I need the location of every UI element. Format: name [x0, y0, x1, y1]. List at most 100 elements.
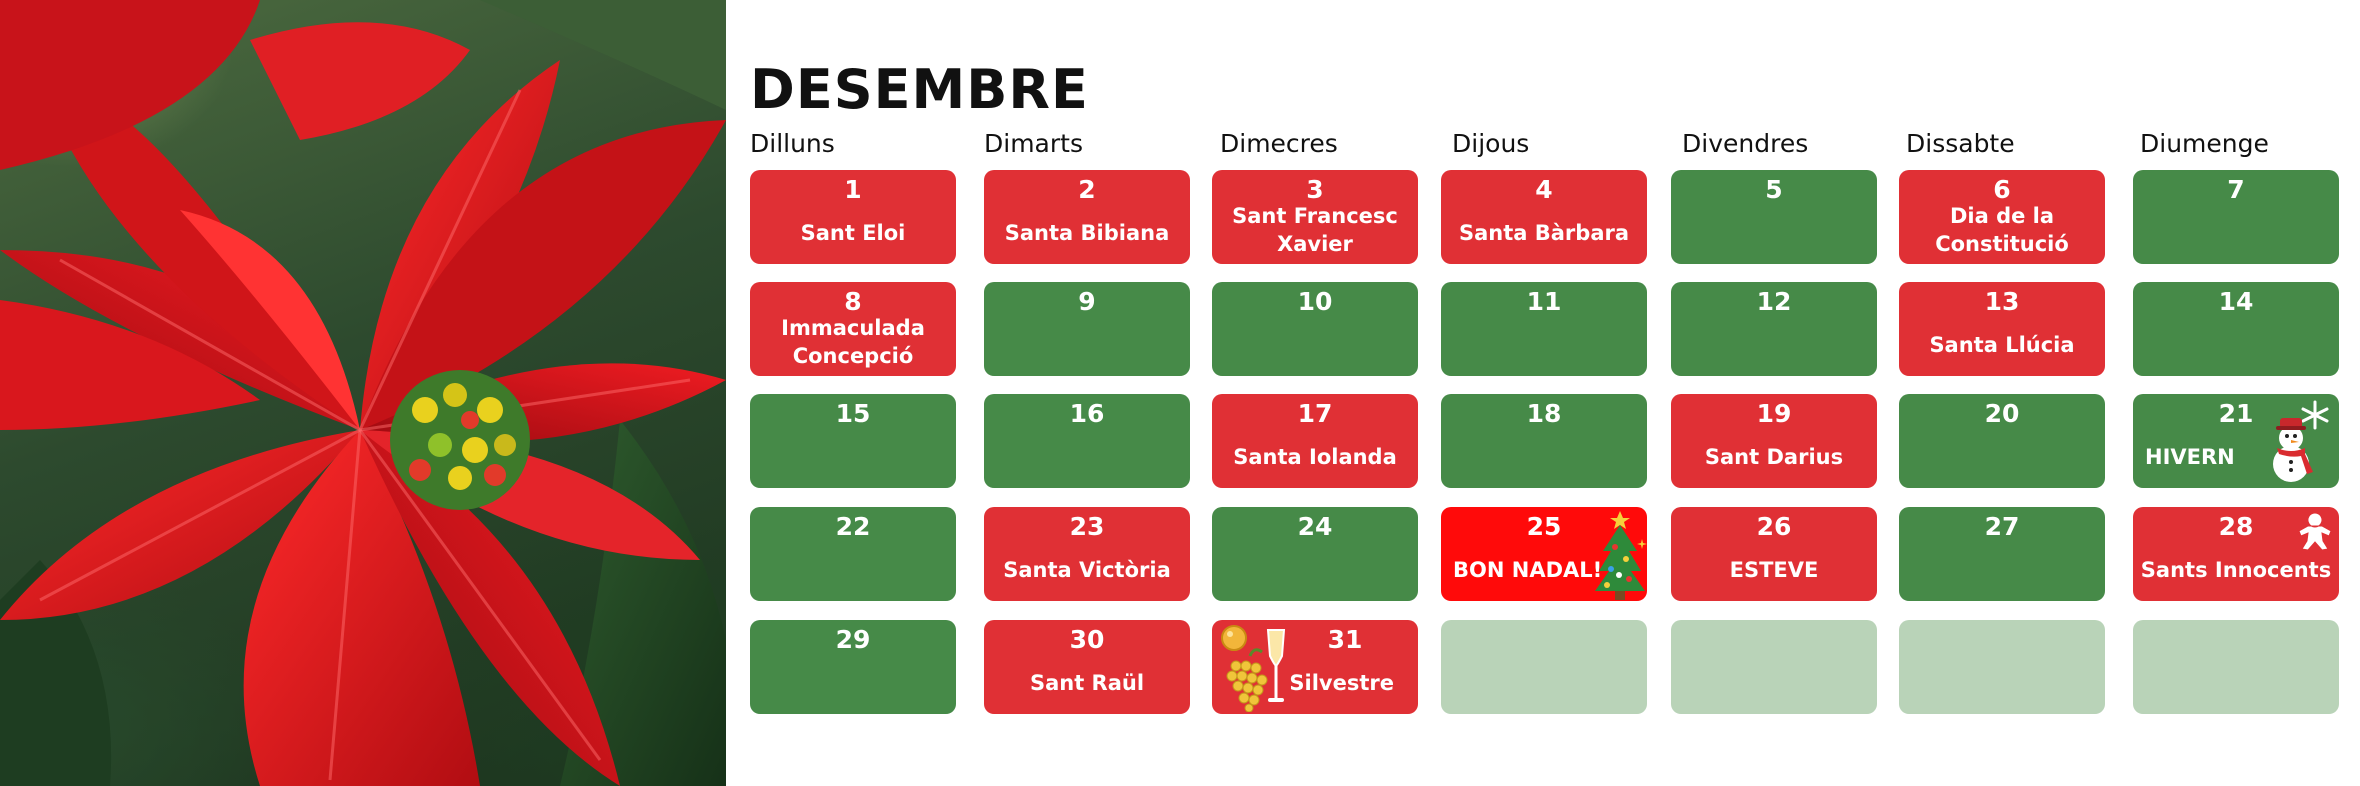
day-label — [2137, 318, 2335, 372]
day-label: Santa Llúcia — [1929, 333, 2075, 357]
day-cell[interactable]: 8 Immaculada Concepció — [750, 282, 956, 376]
day-label: Sant Darius — [1704, 445, 1844, 469]
day-cell[interactable]: 30 Sant Raül — [984, 620, 1190, 714]
day-number: 18 — [1526, 399, 1562, 428]
day-number: 28 — [2218, 512, 2254, 541]
day-label — [1445, 318, 1643, 372]
christmas-tree-icon — [1595, 511, 1647, 600]
poinsettia-photo — [0, 0, 726, 786]
champagne-grapes-icon — [1221, 625, 1286, 712]
day-number: 14 — [2218, 287, 2254, 316]
day-cell[interactable]: 21 HIVERN — [2133, 394, 2339, 488]
day-number: 20 — [1984, 399, 2020, 428]
day-number: 19 — [1756, 399, 1792, 428]
day-number: 21 — [2218, 399, 2254, 428]
day-cell[interactable]: 31 Silvestre — [1212, 620, 1418, 714]
day-number: 7 — [2227, 175, 2245, 204]
month-title: DESEMBRE — [750, 58, 1089, 121]
weekday-label: Diumenge — [2140, 129, 2269, 158]
day-cell[interactable]: 19 Sant Darius — [1671, 394, 1877, 488]
weekday-label: Dimarts — [984, 129, 1083, 158]
empty-day-cell — [2133, 620, 2339, 714]
day-number: 23 — [1069, 512, 1105, 541]
day-cell[interactable]: 20 — [1899, 394, 2105, 488]
day-number: 30 — [1069, 625, 1105, 654]
day-label: Sant Francesc Xavier — [1232, 204, 1398, 256]
weekday-label: Dilluns — [750, 129, 835, 158]
day-cell[interactable]: 2 Santa Bibiana — [984, 170, 1190, 264]
day-cell[interactable]: 3 Sant Francesc Xavier — [1212, 170, 1418, 264]
weekday-label: Dimecres — [1220, 129, 1338, 158]
day-cell[interactable]: 10 — [1212, 282, 1418, 376]
day-cell[interactable]: 16 — [984, 394, 1190, 488]
day-number: 22 — [835, 512, 871, 541]
day-cell[interactable]: 24 — [1212, 507, 1418, 601]
day-number: 1 — [844, 175, 862, 204]
day-cell[interactable]: 12 — [1671, 282, 1877, 376]
day-number: 11 — [1526, 287, 1562, 316]
day-cell[interactable]: 1 Sant Eloi — [750, 170, 956, 264]
day-cell[interactable]: 11 — [1441, 282, 1647, 376]
day-number: 17 — [1297, 399, 1333, 428]
day-label: BON NADAL! — [1453, 558, 1603, 582]
day-number: 31 — [1327, 625, 1363, 654]
day-label: Sant Raül — [1029, 671, 1145, 695]
day-cell[interactable]: 22 — [750, 507, 956, 601]
day-cell[interactable]: 25 BON NADAL! — [1441, 507, 1647, 601]
day-label — [988, 318, 1186, 372]
day-number: 16 — [1069, 399, 1105, 428]
day-label: Immaculada Concepció — [781, 316, 925, 368]
day-label: HIVERN — [2145, 445, 2235, 469]
day-cell[interactable]: 23 Santa Victòria — [984, 507, 1190, 601]
day-cell[interactable]: 27 — [1899, 507, 2105, 601]
day-number: 9 — [1078, 287, 1096, 316]
day-label — [988, 430, 1186, 484]
day-label: Sant Eloi — [800, 221, 906, 245]
day-label — [1903, 543, 2101, 597]
day-label — [754, 430, 952, 484]
day-number: 8 — [844, 287, 862, 316]
gingerbread-man-icon — [2298, 512, 2332, 551]
day-number: 29 — [835, 625, 871, 654]
day-cell[interactable]: 13 Santa Llúcia — [1899, 282, 2105, 376]
day-cell[interactable]: 15 — [750, 394, 956, 488]
day-number: 6 — [1993, 175, 2011, 204]
day-number: 27 — [1984, 512, 2020, 541]
snowman-icon — [2273, 400, 2329, 482]
day-cell[interactable]: 14 — [2133, 282, 2339, 376]
day-number: 2 — [1078, 175, 1096, 204]
day-cell[interactable]: 26 ESTEVE — [1671, 507, 1877, 601]
poinsettia-illustration — [0, 0, 726, 786]
day-cell[interactable]: 4 Santa Bàrbara — [1441, 170, 1647, 264]
day-cell[interactable]: 29 — [750, 620, 956, 714]
day-label: Santa Iolanda — [1233, 445, 1397, 469]
day-cell[interactable]: 17 Santa Iolanda — [1212, 394, 1418, 488]
empty-day-cell — [1441, 620, 1647, 714]
day-label — [1216, 543, 1414, 597]
day-number: 12 — [1756, 287, 1792, 316]
day-cell[interactable]: 6 Dia de la Constitució — [1899, 170, 2105, 264]
empty-day-cell — [1671, 620, 1877, 714]
day-label — [2137, 206, 2335, 260]
day-label: Sants Innocents — [2140, 558, 2332, 582]
day-label — [1445, 430, 1643, 484]
day-label: Santa Bibiana — [1004, 221, 1170, 245]
day-cell[interactable]: 9 — [984, 282, 1190, 376]
day-cell[interactable]: 18 — [1441, 394, 1647, 488]
day-cell[interactable]: 5 — [1671, 170, 1877, 264]
weekday-label: Divendres — [1682, 129, 1809, 158]
day-cell[interactable]: 7 — [2133, 170, 2339, 264]
empty-day-cell — [1899, 620, 2105, 714]
weekday-label: Dijous — [1452, 129, 1530, 158]
day-cell[interactable]: 28 Sants Innocents — [2133, 507, 2339, 601]
day-number: 3 — [1306, 175, 1324, 204]
day-number: 25 — [1526, 512, 1562, 541]
day-label: ESTEVE — [1729, 558, 1819, 582]
day-label: Santa Victòria — [1003, 558, 1171, 582]
day-label — [1675, 318, 1873, 372]
weekday-label: Dissabte — [1906, 129, 2015, 158]
day-label: Santa Bàrbara — [1458, 221, 1630, 245]
day-number: 5 — [1765, 175, 1783, 204]
day-label — [754, 543, 952, 597]
day-number: 10 — [1297, 287, 1333, 316]
